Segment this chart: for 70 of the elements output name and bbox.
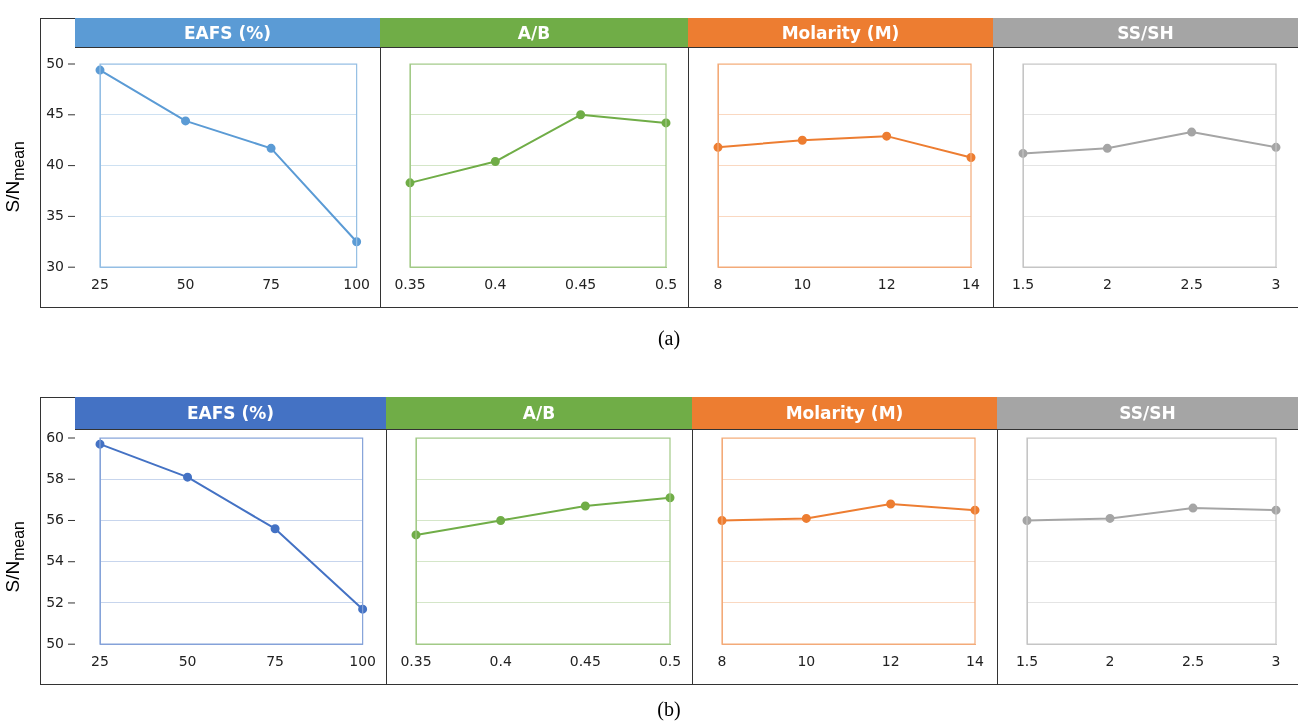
point — [1105, 513, 1115, 523]
y-tick-label: 52 — [46, 593, 64, 610]
chart-title: SS/SH — [993, 18, 1298, 48]
point — [882, 131, 892, 141]
y-tick-label: 35 — [46, 207, 64, 224]
point — [181, 116, 191, 126]
point — [352, 237, 362, 247]
chart-title: EAFS (%) — [75, 397, 386, 430]
x-tick-label: 3 — [1271, 276, 1281, 293]
x-tick-label: 0.4 — [484, 276, 507, 293]
x-tick-label: 12 — [881, 653, 900, 670]
chart-title: EAFS (%) — [75, 18, 380, 48]
x-tick-label: 2 — [1105, 653, 1115, 670]
x-tick-label: 75 — [266, 653, 285, 670]
y-tick-label: 54 — [46, 552, 65, 569]
chart-title: SS/SH — [997, 397, 1298, 430]
x-tick-label: 25 — [91, 653, 109, 670]
x-tick-label: 0.5 — [658, 653, 682, 670]
y-tick-label: 50 — [46, 634, 64, 651]
x-tick-label: 0.35 — [400, 653, 432, 670]
y-tick-label: 40 — [46, 156, 64, 173]
point — [797, 135, 807, 145]
chart-title: Molarity (M) — [692, 397, 997, 430]
y-tick-label: 60 — [46, 428, 64, 445]
point — [183, 472, 193, 482]
x-tick-label: 0.45 — [565, 276, 597, 293]
x-tick-label: 0.4 — [489, 653, 512, 670]
y-tick-label: 50 — [46, 54, 64, 71]
y-tick-label: 58 — [46, 469, 64, 486]
point — [266, 143, 276, 153]
x-tick-label: 0.5 — [654, 276, 678, 293]
x-tick-label: 1.5 — [1015, 653, 1039, 670]
y-tick-label: 56 — [46, 511, 65, 528]
x-tick-label: 10 — [797, 653, 816, 670]
point — [886, 499, 896, 509]
x-tick-label: 12 — [877, 276, 896, 293]
x-tick-label: 14 — [962, 276, 980, 293]
x-tick-label: 1.5 — [1011, 276, 1035, 293]
y-tick-label: 30 — [46, 257, 64, 274]
x-tick-label: 25 — [91, 276, 109, 293]
point — [270, 524, 280, 534]
point — [801, 513, 811, 523]
point — [490, 157, 500, 167]
point — [580, 501, 590, 511]
point — [576, 110, 586, 120]
chart-title: A/B — [386, 397, 692, 430]
chart-title: A/B — [380, 18, 688, 48]
point — [1187, 127, 1197, 137]
x-tick-label: 2.5 — [1180, 276, 1203, 293]
x-tick-label: 8 — [717, 653, 727, 670]
text: (b) — [656, 698, 682, 721]
x-tick-label: 0.35 — [394, 276, 426, 293]
x-tick-label: 3 — [1271, 653, 1281, 670]
x-tick-label: 10 — [793, 276, 812, 293]
point — [1102, 143, 1112, 153]
point — [496, 515, 506, 525]
x-tick-label: 75 — [262, 276, 281, 293]
x-tick-label: 2.5 — [1181, 653, 1205, 670]
point — [1188, 503, 1198, 513]
x-tick-label: 100 — [349, 653, 377, 670]
chart-title: Molarity (M) — [688, 18, 993, 48]
x-tick-label: 14 — [966, 653, 984, 670]
x-tick-label: 0.45 — [569, 653, 601, 670]
text: (a) — [656, 327, 682, 350]
x-tick-label: 50 — [178, 653, 197, 670]
x-tick-label: 8 — [713, 276, 723, 293]
y-tick-label: 45 — [46, 105, 64, 122]
x-tick-label: 50 — [176, 276, 195, 293]
x-tick-label: 100 — [343, 276, 371, 293]
x-tick-label: 2 — [1102, 276, 1112, 293]
